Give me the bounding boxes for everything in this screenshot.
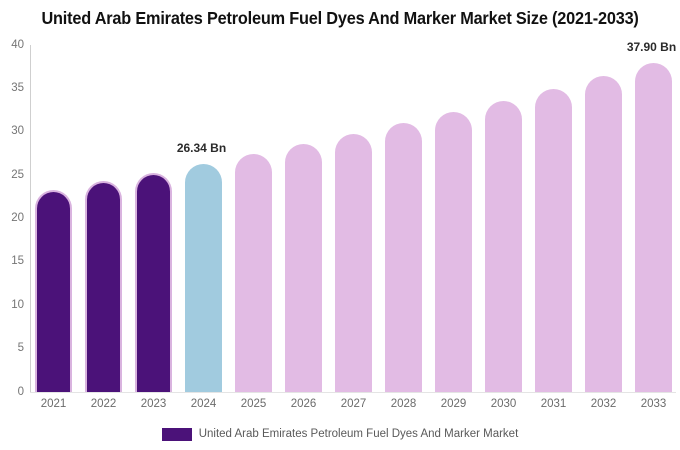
bar-2032[interactable] [585,76,622,392]
y-tick-label: 40 [11,38,24,51]
bar-2026[interactable] [285,144,322,392]
value-label-2024: 26.34 Bn [176,140,227,155]
x-axis-label-2022: 2022 [90,398,117,410]
x-axis-label-2024: 2024 [190,398,217,410]
x-axis-label-2030: 2030 [490,398,517,410]
bar-2028[interactable] [385,123,422,392]
bar-2029[interactable] [435,112,472,392]
y-tick-label: 35 [11,81,24,94]
x-axis-label-2027: 2027 [340,398,367,410]
plot-area: 2021 2022 2023 2024 2025 2026 2027 2028 2029 2030… [30,40,676,410]
bar-2027[interactable] [335,134,372,392]
y-axis-line [30,45,31,392]
x-axis-label-2029: 2029 [440,398,467,410]
legend[interactable]: United Arab Emirates Petroleum Fuel Dyes… [0,426,680,442]
bar-2031[interactable] [535,88,572,392]
legend-swatch [161,427,192,441]
x-axis-label-2031: 2031 [540,398,567,410]
y-tick-label: 15 [11,255,24,268]
x-axis-line [30,392,676,393]
bar-2021[interactable] [35,189,72,392]
bar-2033[interactable] [635,63,672,392]
x-axis-label-2032: 2032 [590,398,617,410]
legend-label: United Arab Emirates Petroleum Fuel Dyes… [198,428,519,440]
bar-2025[interactable] [235,154,272,392]
x-axis-label-2025: 2025 [240,398,267,410]
bar-2023[interactable] [135,172,172,392]
chart-title: United Arab Emirates Petroleum Fuel Dyes… [41,7,639,28]
x-axis-label-2021: 2021 [40,398,67,410]
y-tick-label: 25 [11,168,24,181]
x-axis-label-2026: 2026 [290,398,317,410]
y-tick-label: 30 [11,125,24,138]
x-axis-label-2033: 2033 [640,398,667,410]
y-tick-label: 5 [17,342,24,355]
value-label-2033: 37.90 Bn [626,40,677,55]
y-tick-label: 0 [17,385,24,398]
bar-2022[interactable] [85,181,122,392]
bar-2024[interactable] [185,163,222,392]
chart-title-container: United Arab Emirates Petroleum Fuel Dyes… [0,5,680,31]
x-axis-label-2023: 2023 [140,398,167,410]
bar-2030[interactable] [485,100,522,392]
y-tick-label: 20 [11,212,24,224]
x-axis-label-2028: 2028 [390,398,417,410]
y-tick-label: 10 [11,298,24,311]
